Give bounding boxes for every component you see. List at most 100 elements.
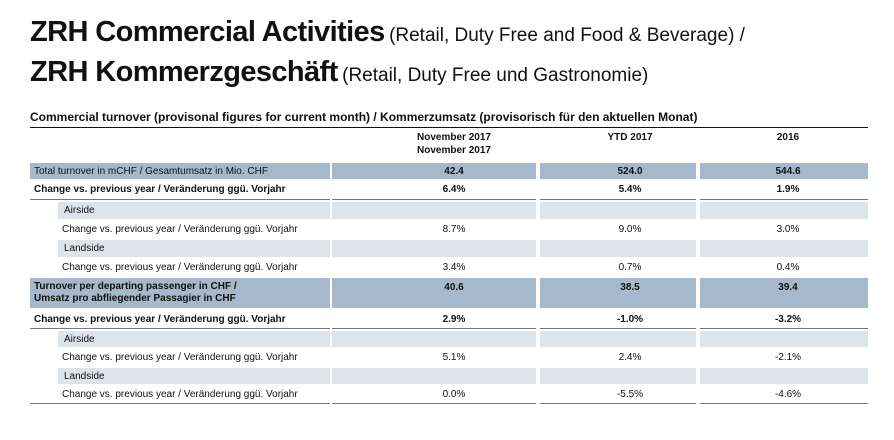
cell-value: 38.5 (620, 282, 640, 293)
row-label: Landside (58, 240, 330, 257)
row-label: Turnover per departing passenger in CHF … (30, 278, 330, 308)
row-label: Change vs. previous year / Veränderung g… (62, 262, 298, 273)
cell-value: 6.4% (442, 184, 466, 195)
cell-value: 524.0 (617, 165, 643, 177)
cell-ytd: 38.5 (540, 278, 696, 308)
table-row: Change vs. previous year / Veränderung g… (30, 258, 868, 277)
cell-value: 5.1% (442, 352, 466, 363)
row-label: Change vs. previous year / Veränderung g… (30, 310, 330, 329)
cell-value: 42.4 (444, 165, 464, 177)
cell-year: -3.2% (700, 310, 868, 329)
cell-value: -1.0% (616, 313, 644, 325)
cell-ytd: -5.5% (540, 385, 696, 404)
cell-year: 1.9% (700, 180, 868, 200)
table-row: Turnover per departing passenger in CHF … (30, 278, 868, 308)
cell-value: 8.7% (442, 224, 466, 235)
col-header-year-text: 2016 (776, 132, 800, 143)
cell-ytd: -1.0% (540, 310, 696, 329)
col-header-month-line2: November 2017 (417, 145, 491, 156)
cell-value: 544.6 (775, 165, 801, 177)
col-header-ytd-text: YTD 2017 (607, 132, 653, 143)
row-label: Change vs. previous year / Veränderung g… (62, 224, 298, 235)
cell-month: 2.9% (332, 310, 536, 329)
table-row: Change vs. previous year / Veränderung g… (30, 385, 868, 404)
title-en-sub: (Retail, Duty Free and Food & Beverage) … (389, 25, 745, 46)
table-header: November 2017 November 2017 YTD 2017 201… (30, 131, 868, 161)
cell-month: 40.6 (332, 278, 536, 308)
cell-value: 5.4% (618, 184, 642, 195)
cell-value: 3.0% (776, 224, 800, 235)
cell-value: 0.4% (776, 262, 800, 273)
cell-value: 2.9% (442, 313, 466, 325)
table-row: Change vs. previous year / Veränderung g… (30, 310, 868, 329)
cell-value: -4.6% (774, 388, 802, 400)
row-label: Change vs. previous year / Veränderung g… (30, 180, 330, 200)
col-header-month-line1: November 2017 (417, 132, 491, 143)
cell-value: -2.1% (774, 352, 802, 363)
cell-value: 0.7% (618, 262, 642, 273)
row-label: Change vs. previous year / Veränderung g… (30, 385, 330, 404)
title-english: ZRH Commercial Activities (Retail, Duty … (30, 16, 745, 49)
cell-month (332, 368, 536, 384)
table-row: Change vs. previous year / Veränderung g… (30, 348, 868, 367)
cell-value: -3.2% (774, 313, 802, 325)
cell-value: 1.9% (776, 184, 800, 195)
cell-ytd (540, 202, 696, 219)
cell-ytd: 9.0% (540, 220, 696, 239)
row-label: Airside (58, 202, 330, 219)
row-label: Total turnover in mCHF / Gesamtumsatz in… (30, 163, 330, 179)
cell-month (332, 240, 536, 257)
cell-value: 0.0% (442, 388, 466, 400)
table-title: Commercial turnover (provisonal figures … (30, 110, 868, 128)
cell-year (700, 202, 868, 219)
cell-month: 6.4% (332, 180, 536, 200)
cell-ytd (540, 240, 696, 257)
cell-month (332, 331, 536, 347)
cell-ytd: 5.4% (540, 180, 696, 200)
cell-value: -5.5% (616, 388, 644, 400)
cell-ytd: 2.4% (540, 348, 696, 367)
cell-value: 40.6 (444, 282, 464, 293)
row-label-line1: Turnover per departing passenger in CHF … (34, 281, 237, 292)
cell-month: 0.0% (332, 385, 536, 404)
row-label: Change vs. previous year / Veränderung g… (62, 352, 298, 363)
col-header-ytd: YTD 2017 (540, 131, 696, 161)
title-en-main: ZRH Commercial Activities (30, 16, 385, 48)
cell-year: 0.4% (700, 258, 868, 277)
row-label-line2: Umsatz pro abfliegender Passagier in CHF (34, 293, 236, 304)
cell-value: 9.0% (618, 224, 642, 235)
cell-ytd (540, 331, 696, 347)
table-row: Landside (30, 368, 868, 384)
col-header-month: November 2017 November 2017 (332, 131, 536, 161)
row-label: Landside (58, 368, 330, 384)
title-de-sub: (Retail, Duty Free und Gastronomie) (342, 65, 649, 86)
cell-year: -4.6% (700, 385, 868, 404)
cell-year: 3.0% (700, 220, 868, 239)
cell-year (700, 331, 868, 347)
table-row: Total turnover in mCHF / Gesamtumsatz in… (30, 163, 868, 179)
cell-ytd: 0.7% (540, 258, 696, 277)
cell-month: 8.7% (332, 220, 536, 239)
row-label: Airside (58, 331, 330, 347)
col-header-year: 2016 (700, 131, 868, 161)
cell-year: 39.4 (700, 278, 868, 308)
title-de-main: ZRH Kommerzgeschäft (30, 56, 338, 88)
cell-month (332, 202, 536, 219)
table-row: Change vs. previous year / Veränderung g… (30, 220, 868, 239)
table-row: Landside (30, 240, 868, 257)
cell-year (700, 368, 868, 384)
cell-year: -2.1% (700, 348, 868, 367)
cell-month: 5.1% (332, 348, 536, 367)
cell-month: 42.4 (332, 163, 536, 179)
cell-year: 544.6 (700, 163, 868, 179)
cell-year (700, 240, 868, 257)
cell-value: 39.4 (778, 282, 798, 293)
cell-value: 2.4% (618, 352, 642, 363)
title-german: ZRH Kommerzgeschäft (Retail, Duty Free u… (30, 56, 648, 89)
cell-ytd: 524.0 (540, 163, 696, 179)
table-row: Airside (30, 202, 868, 219)
cell-month: 3.4% (332, 258, 536, 277)
cell-ytd (540, 368, 696, 384)
table-row: Change vs. previous year / Veränderung g… (30, 180, 868, 200)
table-row: Airside (30, 331, 868, 347)
